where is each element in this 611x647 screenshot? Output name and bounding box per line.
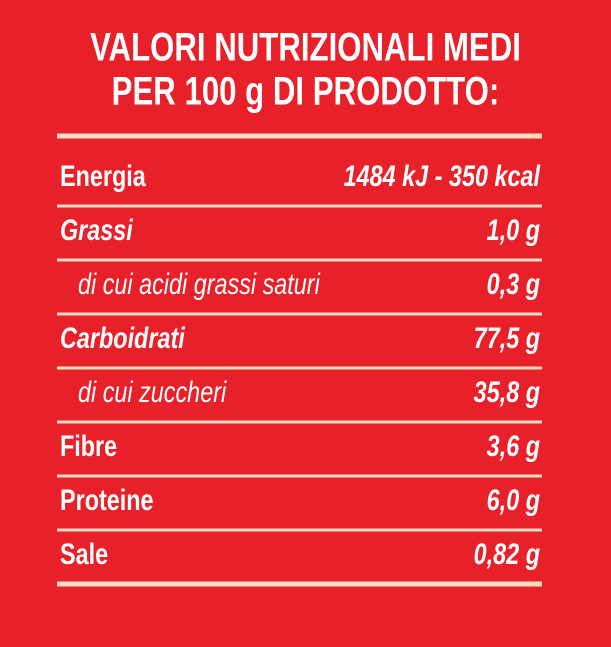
row-label: di cui acidi grassi saturi — [78, 267, 321, 300]
row-value: 1484 kJ - 350 kcal — [344, 159, 541, 192]
title-line: PER 100 g DI PRODOTTO: — [112, 69, 500, 114]
row-value: 77,5 g — [474, 321, 540, 354]
row-value: 1,0 g — [487, 213, 540, 246]
row-label: Sale — [60, 537, 108, 570]
row-label: Carboidrati — [60, 321, 185, 354]
row-label: Energia — [60, 159, 147, 192]
row-label: Proteine — [60, 483, 154, 516]
row-value: 0,82 g — [474, 537, 540, 570]
row-value: 6,0 g — [487, 483, 540, 516]
row-label: Grassi — [60, 213, 133, 246]
title-line: VALORI NUTRIZIONALI MEDI — [90, 25, 521, 70]
row-label: Fibre — [60, 429, 117, 462]
row-value: 35,8 g — [474, 375, 540, 408]
row-value: 3,6 g — [487, 429, 540, 462]
row-value: 0,3 g — [487, 267, 540, 300]
row-label: di cui zuccheri — [78, 375, 227, 408]
